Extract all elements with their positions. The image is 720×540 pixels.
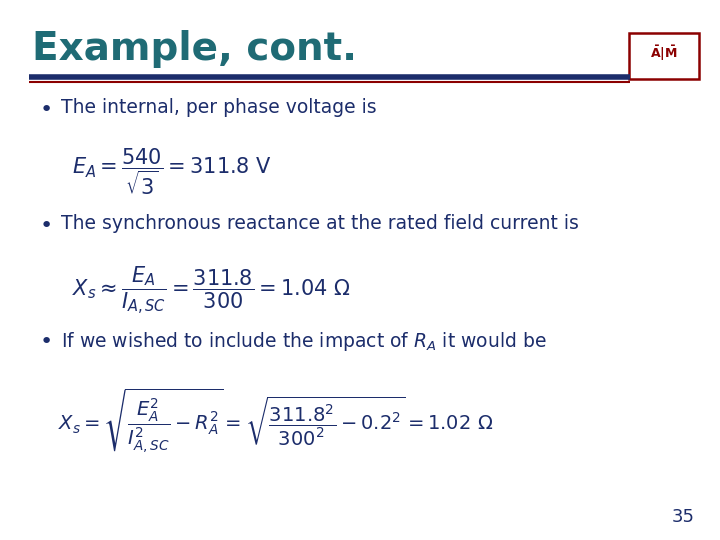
Text: The internal, per phase voltage is: The internal, per phase voltage is bbox=[61, 98, 377, 117]
Text: 35: 35 bbox=[672, 509, 695, 526]
Text: If we wished to include the impact of $R_A$ it would be: If we wished to include the impact of $R… bbox=[61, 330, 547, 354]
Text: The synchronous reactance at the rated field current is: The synchronous reactance at the rated f… bbox=[61, 214, 579, 233]
Text: •: • bbox=[40, 100, 53, 120]
Text: $E_A = \dfrac{540}{\sqrt{3}} = 311.8 \mathrm{\ V}$: $E_A = \dfrac{540}{\sqrt{3}} = 311.8 \ma… bbox=[72, 146, 271, 197]
Text: $\mathbf{\bar{A}|\bar{M}}$: $\mathbf{\bar{A}|\bar{M}}$ bbox=[650, 44, 678, 63]
Text: •: • bbox=[40, 216, 53, 236]
FancyBboxPatch shape bbox=[629, 33, 699, 79]
Text: Example, cont.: Example, cont. bbox=[32, 30, 357, 68]
Text: •: • bbox=[40, 332, 53, 352]
Text: $X_s = \sqrt{\dfrac{E_A^2}{I_{A,SC}^2} - R_A^2} = \sqrt{\dfrac{311.8^2}{300^2} -: $X_s = \sqrt{\dfrac{E_A^2}{I_{A,SC}^2} -… bbox=[58, 386, 493, 455]
Text: $X_s \approx \dfrac{E_A}{I_{A,SC}} = \dfrac{311.8}{300} = 1.04 \ \Omega$: $X_s \approx \dfrac{E_A}{I_{A,SC}} = \df… bbox=[72, 265, 351, 317]
